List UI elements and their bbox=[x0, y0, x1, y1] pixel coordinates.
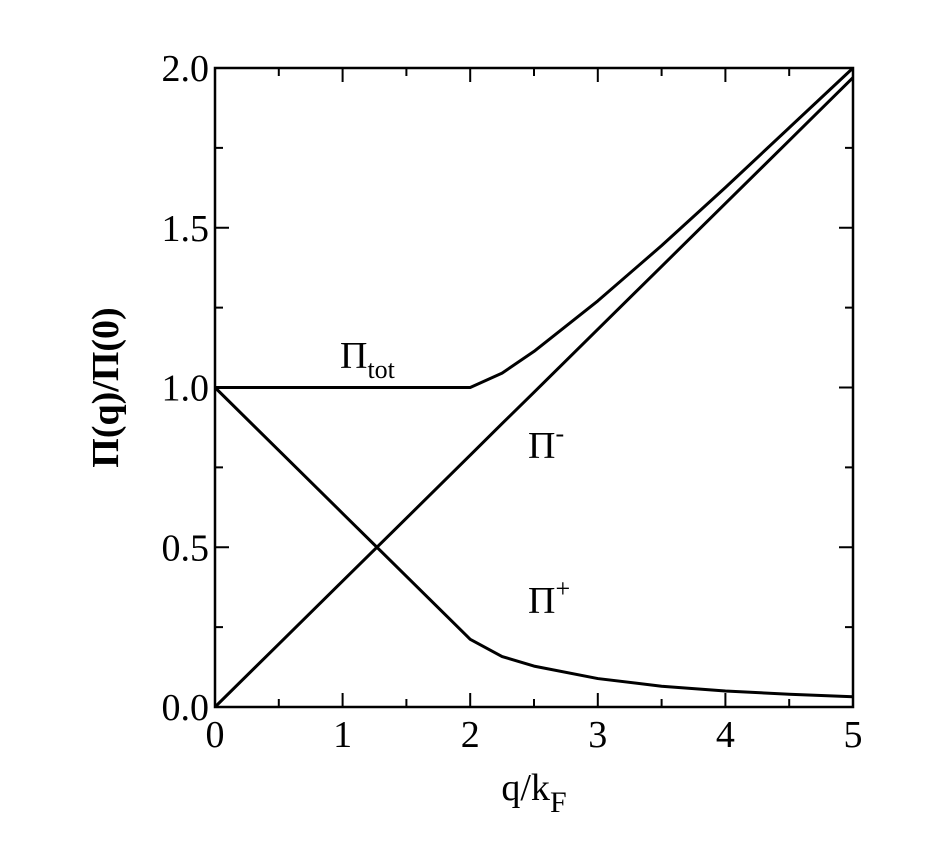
y-axis-label: Π(q)/Π(0) bbox=[85, 307, 127, 467]
series-label: Π+ bbox=[528, 574, 570, 622]
x-tick-label: 2 bbox=[461, 714, 480, 756]
x-tick-label: 4 bbox=[716, 714, 735, 756]
series-line bbox=[213, 76, 855, 709]
series-label-sub: tot bbox=[367, 355, 395, 384]
x-axis-label-sub: F bbox=[550, 786, 567, 819]
series-label: Π- bbox=[528, 419, 564, 467]
series-label: Πtot bbox=[340, 335, 396, 384]
y-tick-label: 0.0 bbox=[162, 687, 210, 729]
x-tick-label: 5 bbox=[844, 714, 863, 756]
series-line bbox=[215, 66, 855, 389]
series-label-base: Π bbox=[528, 425, 555, 467]
series-label-sup: - bbox=[555, 419, 564, 448]
y-tick-label: 0.5 bbox=[162, 527, 210, 569]
series-label-base: Π bbox=[528, 580, 555, 622]
x-tick-label: 1 bbox=[333, 714, 352, 756]
y-tick-label: 1.5 bbox=[162, 208, 210, 250]
series-label-sup: + bbox=[555, 574, 570, 603]
plot-frame bbox=[213, 66, 855, 709]
x-axis-label-base: q/k bbox=[501, 767, 550, 809]
y-tick-label: 1.0 bbox=[162, 368, 210, 410]
y-tick-label: 2.0 bbox=[162, 48, 210, 90]
x-tick-label: 0 bbox=[206, 714, 225, 756]
series-line bbox=[213, 386, 854, 699]
x-tick-label: 3 bbox=[588, 714, 607, 756]
x-axis-label: q/kF bbox=[501, 767, 566, 819]
series-label-base: Π bbox=[340, 335, 367, 377]
